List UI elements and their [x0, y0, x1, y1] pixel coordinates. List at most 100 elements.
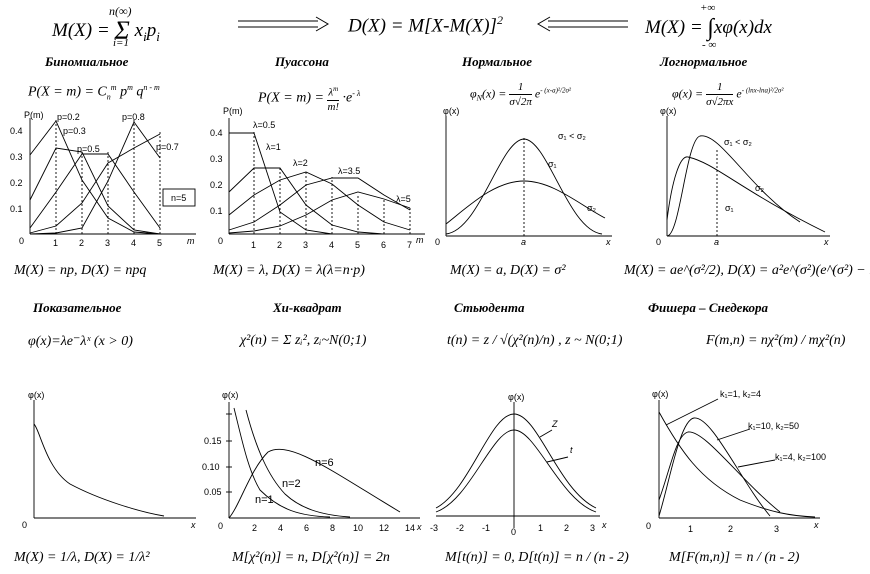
binomial-xtick: 3: [105, 238, 110, 248]
poisson-xtick: 5: [355, 240, 360, 250]
chart-student: [435, 402, 600, 528]
fisher-xtick: 2: [728, 524, 733, 534]
poisson-ytick: 0.1: [210, 206, 223, 216]
formula-fisher: F(m,n) = nχ²(m) / mχ²(n): [706, 333, 846, 348]
formula-normal: φN(x) = 1 σ√2π e- (x-a)²/2σ²: [470, 81, 571, 108]
title-exponential: Показательное: [33, 300, 122, 315]
chisq-xtick: 4: [278, 523, 283, 533]
chisq-ytick: 0.05: [204, 487, 222, 497]
fisher-label-10-50: k₁=10, k₂=50: [748, 421, 799, 431]
lognormal-origin: 0: [656, 237, 661, 247]
student-xtick: 2: [564, 523, 569, 533]
normal-xlabel: x: [605, 237, 611, 247]
student-label-z: Z: [551, 419, 558, 429]
moments-exponential: M(X) = 1/λ, D(X) = 1/λ²: [14, 550, 150, 565]
title-binomial: Биномиальное: [45, 54, 129, 69]
binomial-ytick: 0.4: [10, 126, 23, 136]
binomial-curve-p07: [29, 133, 161, 234]
poisson-curve-l05: [229, 132, 358, 235]
poisson-ytick: 0.2: [210, 180, 223, 190]
binomial-labels: P(m) 0.4 0.3 0.2 0.1 0 1 2 3 4 5 m p=0.2…: [10, 110, 195, 248]
chisq-xlabel: x: [416, 522, 422, 532]
binomial-curve-p02: [29, 120, 161, 235]
chart-binomial: [29, 118, 196, 235]
moments-normal: M(X) = a, D(X) = σ²: [450, 263, 566, 278]
lognormal-xlabel: x: [823, 237, 829, 247]
poisson-label-l2: λ=2: [293, 158, 308, 168]
binomial-xtick: 4: [131, 238, 136, 248]
binomial-origin: 0: [19, 236, 24, 246]
moments-fisher: M[F(m,n)] = n / (n - 2): [669, 550, 800, 565]
normal-a: a: [521, 237, 526, 247]
formula-binomial: P(X = m) = Cnm pm qn - m: [28, 83, 160, 102]
fisher-curve-1-4: [658, 411, 816, 518]
normal-origin: 0: [435, 237, 440, 247]
student-xlabel: x: [601, 520, 607, 530]
mean-continuous-formula: M(X) = ∫xφ(x)dx: [645, 15, 772, 41]
normal-curve-sigma1: [445, 138, 603, 235]
title-student: Стьюдента: [454, 300, 525, 315]
exponential-curve: [33, 423, 165, 517]
poisson-curve-l2: [228, 171, 411, 231]
moments-lognormal: M(X) = ae^(σ²/2), D(X) = a²e^(σ²)(e^(σ²)…: [624, 263, 870, 278]
normal-curve-sigma2: [445, 180, 606, 225]
chisquare-labels: φ(x) 0.05 0.10 0.15 0 2 4 6 8 10 12 14 x…: [202, 390, 422, 533]
poisson-xtick: 3: [303, 240, 308, 250]
lognormal-labels: φ(x) 0 a x σ₁ < σ₂ σ₂ σ₁: [656, 106, 829, 247]
student-curve-z: [435, 413, 597, 509]
moments-poisson: M(X) = λ, D(X) = λ(λ=n·p): [213, 263, 365, 278]
chart-chisquare: [226, 402, 420, 519]
poisson-label-l5: λ=5: [396, 194, 411, 204]
chisq-curve-n6: [228, 448, 401, 519]
arrow-left-double: [537, 16, 628, 32]
fisher-ylabel: φ(x): [652, 389, 668, 399]
binomial-xtick: 1: [53, 238, 58, 248]
sum-lower-limit: i=1: [113, 37, 129, 49]
moments-binomial: M(X) = np, D(X) = npq: [14, 263, 147, 278]
chisq-ytick: 0.15: [204, 436, 222, 446]
poisson-curve-l1: [228, 167, 385, 235]
binomial-label-p08: p=0.8: [122, 112, 145, 122]
student-origin: 0: [511, 527, 516, 537]
title-lognormal: Логнормальное: [660, 54, 748, 69]
chisq-xtick: 6: [304, 523, 309, 533]
poisson-xtick: 2: [277, 240, 282, 250]
lognormal-ylabel: φ(x): [660, 106, 676, 116]
poisson-ytick: 0.4: [210, 128, 223, 138]
binomial-ytick: 0.2: [10, 178, 23, 188]
binomial-xtick: 2: [79, 238, 84, 248]
integral-lower-limit: - ∞: [702, 39, 717, 51]
sum-upper-limit: n(∞): [109, 4, 132, 18]
lognormal-label-sigmas: σ₁ < σ₂: [724, 137, 752, 147]
poisson-curve-l5: [228, 191, 411, 234]
chart-fisher: [658, 398, 820, 519]
formula-exponential: φ(x)=λe⁻λˣ (x > 0): [28, 334, 133, 349]
chart-normal: [445, 116, 612, 237]
fisher-xtick: 3: [774, 524, 779, 534]
chisq-xtick: 8: [330, 523, 335, 533]
normal-ylabel: φ(x): [443, 106, 459, 116]
integral-upper-limit: +∞: [700, 2, 716, 14]
poisson-labels: P(m) 0.4 0.3 0.2 0.1 0 1 2 3 4 5 6 7 m λ…: [210, 106, 424, 250]
fisher-curve-10-50: [658, 417, 771, 517]
poisson-label-l1: λ=1: [266, 142, 281, 152]
poisson-xtick: 1: [251, 240, 256, 250]
title-fisher: Фишера – Снедекора: [648, 300, 769, 315]
title-normal: Нормальное: [462, 54, 532, 69]
fisher-origin: 0: [646, 521, 651, 531]
student-xtick: 3: [590, 523, 595, 533]
mean-discrete-formula: M(X) = Σ xipi: [52, 16, 160, 45]
fisher-labels: φ(x) 0 1 2 3 x k₁=1, k₂=4 k₁=10, k₂=50 k…: [646, 389, 826, 534]
exponential-ylabel: φ(x): [28, 390, 44, 400]
binomial-ylabel: P(m): [24, 110, 44, 120]
chisq-ytick: 0.10: [202, 462, 220, 472]
student-ylabel: φ(x): [508, 392, 524, 402]
binomial-label-p03: p=0.3: [63, 126, 86, 136]
student-xtick: -1: [482, 523, 490, 533]
poisson-xtick: 4: [329, 240, 334, 250]
poisson-label-l05: λ=0.5: [253, 120, 275, 130]
exponential-labels: φ(x) 0 x: [22, 390, 196, 530]
exponential-origin: 0: [22, 520, 27, 530]
chisq-label-n1: n=1: [255, 494, 274, 506]
